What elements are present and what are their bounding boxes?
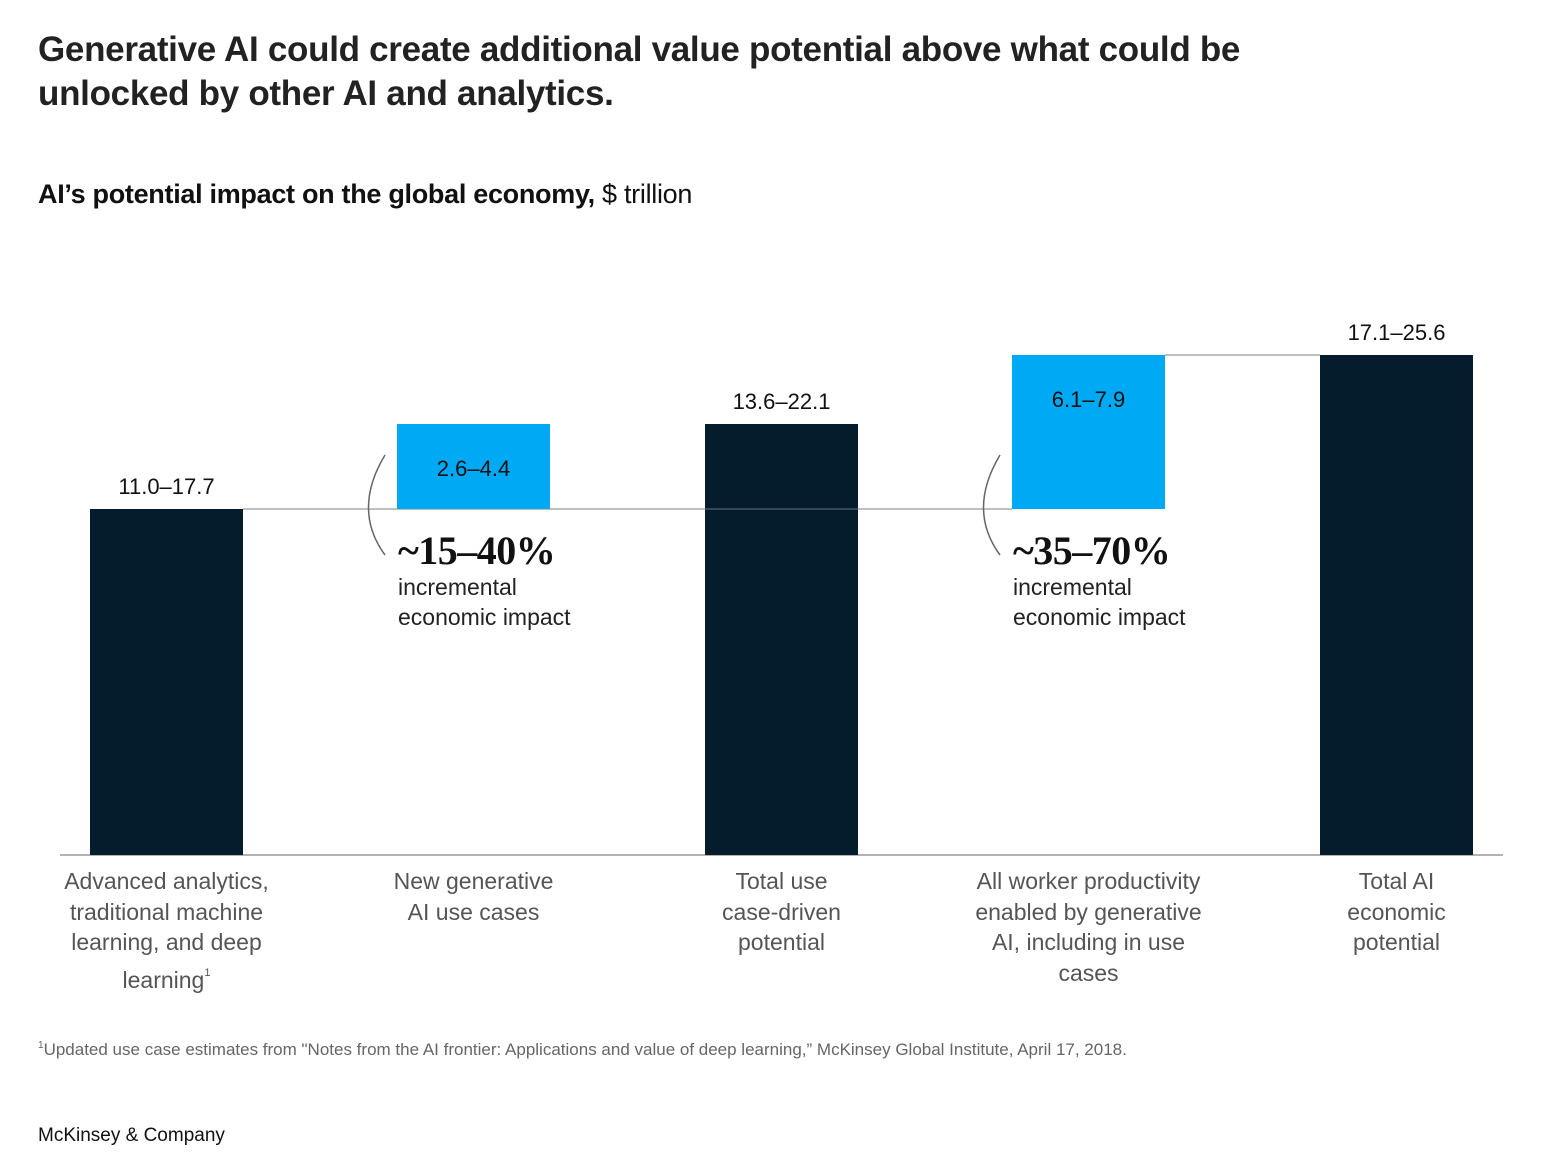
annotation-bracket — [982, 454, 1001, 556]
impact-percentage: ~15–40% — [398, 528, 556, 573]
footnote: 1Updated use case estimates from "Notes … — [38, 1040, 1127, 1060]
value-label: 2.6–4.4 — [437, 456, 510, 481]
annotation-bracket — [367, 454, 386, 556]
x-tick-label-line: AI, including in use — [991, 929, 1186, 955]
impact-description: incremental economic impact — [398, 572, 638, 632]
footnote-ref: 1 — [204, 966, 211, 979]
x-tick-label-line: potential — [738, 929, 825, 955]
x-tick-label: Advanced analytics, traditional machine le… — [27, 866, 307, 995]
chart-subtitle: AI’s potential impact on the global econ… — [38, 176, 692, 212]
value-label: 11.0–17.7 — [118, 474, 214, 499]
impact-description-line: incremental — [398, 574, 517, 600]
x-tick-label-line: economic — [1347, 898, 1446, 925]
x-tick-label-line: AI use cases — [407, 898, 540, 925]
brand-logo-text: McKinsey & Company — [38, 1125, 225, 1146]
value-label: 13.6–22.1 — [733, 389, 831, 414]
x-tick-label-line: Total use — [735, 868, 828, 894]
x-tick-label-line: Advanced analytics, — [64, 868, 269, 894]
x-tick-label-line: traditional machine — [69, 898, 264, 925]
x-tick-label-line: learning, and deep — [71, 929, 262, 955]
bar-total — [1320, 355, 1473, 855]
incremental-impact-callout: ~15–40% incremental economic impact — [398, 530, 638, 632]
x-tick-label-line: case-driven — [722, 898, 841, 925]
x-tick-label-line: potential — [1353, 929, 1440, 955]
footnote-text: Updated use case estimates from "Notes f… — [43, 1040, 1127, 1059]
impact-description-line: incremental — [1013, 574, 1132, 600]
subtitle-bold: AI’s potential impact on the global econ… — [38, 179, 595, 209]
x-tick-label: All worker productivity enabled by genera… — [949, 866, 1229, 988]
x-tick-label-line: learning — [122, 966, 205, 993]
x-tick-label: Total use case-driven potential — [642, 866, 922, 958]
x-tick-label-line: cases — [1058, 959, 1119, 986]
chart-title: Generative AI could create additional va… — [38, 30, 1241, 113]
bar-increment — [1012, 355, 1165, 509]
x-tick-label-line: New generative — [393, 868, 554, 894]
x-tick-label-line: Total AI — [1358, 868, 1435, 894]
x-tick-label-line: enabled by generative — [975, 898, 1202, 925]
x-tick-label: Total AI economic potential — [1257, 866, 1537, 958]
x-tick-label-line: All worker productivity — [976, 868, 1201, 894]
bar-total — [90, 509, 243, 855]
incremental-impact-callout: ~35–70% incremental economic impact — [1013, 530, 1253, 632]
subtitle-unit: $ trillion — [594, 179, 693, 209]
impact-description: incremental economic impact — [1013, 572, 1253, 632]
x-tick-label: New generative AI use cases — [334, 866, 614, 927]
bar-total — [705, 424, 858, 855]
impact-percentage: ~35–70% — [1013, 528, 1171, 573]
bar-increment — [397, 424, 550, 509]
value-label: 6.1–7.9 — [1052, 387, 1125, 412]
footnote-mark: 1 — [38, 1040, 44, 1051]
impact-description-line: economic impact — [1013, 604, 1186, 630]
impact-description-line: economic impact — [398, 604, 571, 630]
value-label: 17.1–25.6 — [1348, 320, 1446, 345]
